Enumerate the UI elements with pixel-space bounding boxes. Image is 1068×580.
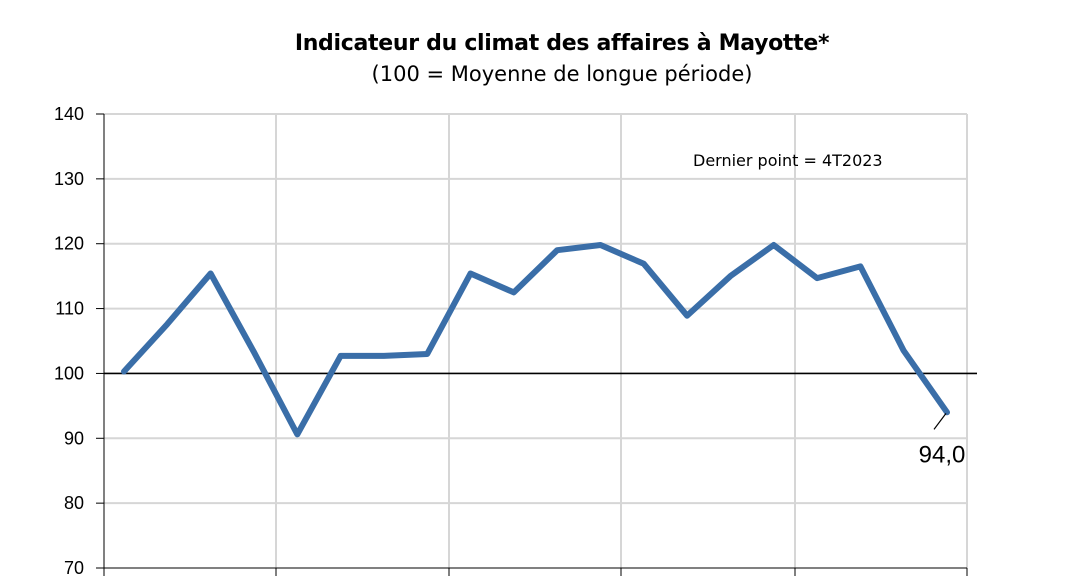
grid-lines [104,113,968,568]
chart-subtitle: (100 = Moyenne de longue période) [371,62,753,86]
chart-title: Indicateur du climat des affaires à Mayo… [294,31,830,56]
y-axis-tick-labels: 70 80 90 100 110 120 130 140 [54,104,84,578]
last-value-leader-line [933,412,947,430]
series-line-0 [121,242,950,438]
y-tick-label-130: 130 [54,169,84,189]
axes [96,113,977,576]
y-tick-label-110: 110 [55,299,84,319]
y-tick-label-100: 100 [54,363,84,383]
last-value-label: 94,0 [919,441,966,468]
y-tick-label-120: 120 [54,234,84,254]
y-tick-label-80: 80 [64,493,84,513]
y-tick-label-140: 140 [54,104,84,124]
y-tick-label-90: 90 [64,428,84,448]
series-group [121,242,950,438]
y-tick-label-70: 70 [64,558,84,578]
last-point-annotation: Dernier point = 4T2023 [693,151,883,170]
